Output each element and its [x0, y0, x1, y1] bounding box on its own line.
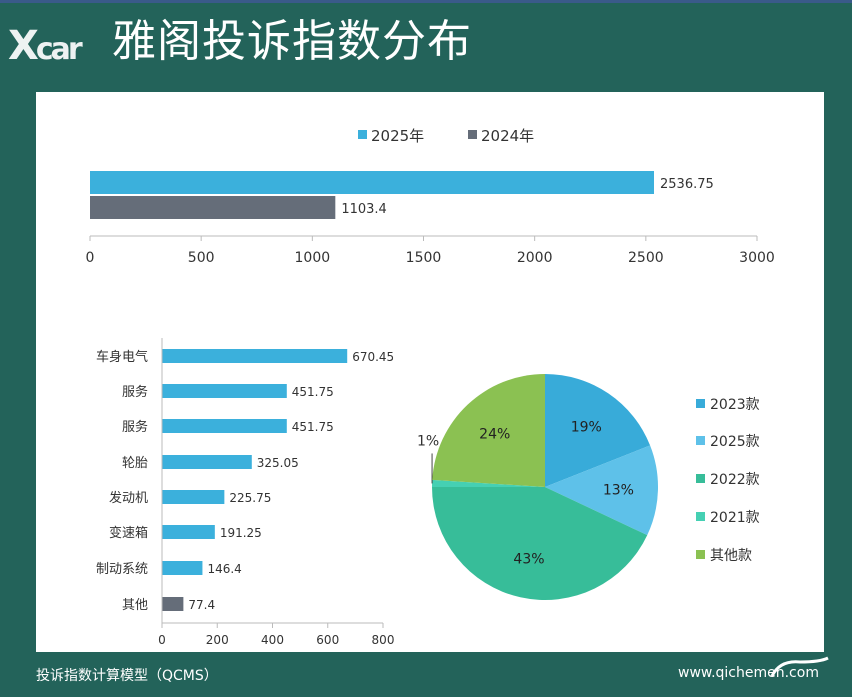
bar: [162, 419, 287, 433]
data-label: 225.75: [229, 491, 271, 505]
tick-label: 3000: [739, 250, 775, 266]
page-title: 雅阁投诉指数分布: [112, 16, 472, 67]
bar: [162, 490, 225, 504]
category-label: 轮胎: [122, 456, 148, 471]
data-label: 146.4: [207, 562, 241, 576]
pie-slice: [432, 479, 545, 487]
pie-label: 19%: [571, 419, 602, 435]
bar: [162, 561, 203, 575]
legend-swatch: [696, 512, 705, 521]
legend-label: 2024年: [481, 127, 534, 145]
bar: [162, 597, 184, 611]
legend-swatch: [696, 474, 705, 483]
category-label: 服务: [122, 419, 148, 435]
legend-label: 2025款: [710, 434, 760, 450]
tick-label: 400: [261, 633, 284, 647]
tick-label: 600: [316, 633, 339, 647]
data-label: 191.25: [220, 526, 262, 540]
category-label: 服务: [122, 384, 148, 400]
tick-label: 200: [206, 633, 229, 647]
legend-label: 2022款: [710, 472, 760, 488]
footer-model-label: 投诉指数计算模型（QCMS）: [36, 668, 218, 684]
tick-label: 2500: [628, 250, 664, 266]
data-label: 2536.75: [660, 177, 714, 192]
chart-panel: 2025年 2024年 2536.75 1103.4 0 500 1000 1500 2000 2…: [36, 92, 824, 652]
tick-label: 1500: [406, 250, 442, 266]
data-label: 451.75: [292, 385, 334, 399]
legend-swatch: [696, 399, 705, 408]
legend-swatch: [358, 130, 367, 139]
legend-label: 2023款: [710, 397, 760, 413]
data-label: 325.05: [257, 456, 299, 470]
category-label: 其他: [122, 598, 148, 613]
bar: [90, 171, 655, 194]
pie-slice: [432, 487, 648, 600]
pie-slice: [545, 445, 659, 536]
tick-label: 800: [372, 633, 395, 647]
watermark-logo: Xcar: [8, 23, 83, 69]
legend-label: 其他款: [710, 548, 752, 564]
tick-label: 0: [158, 633, 166, 647]
category-label: 发动机: [109, 490, 148, 506]
pie-slice: [432, 374, 545, 487]
data-label: 77.4: [188, 598, 215, 612]
car-logo-icon: [770, 656, 829, 677]
pie-slice: [545, 374, 651, 487]
bar: [162, 384, 287, 398]
category-label: 制动系统: [96, 562, 148, 577]
pie-label: 1%: [417, 433, 439, 449]
pie-label: 13%: [603, 482, 634, 498]
legend-label: 2025年: [371, 127, 424, 145]
tick-label: 1000: [295, 250, 331, 266]
tick-label: 2000: [517, 250, 553, 266]
footer-url: www.qichemen.com: [678, 665, 819, 681]
bar: [162, 455, 252, 469]
category-label: 车身电气: [96, 349, 148, 365]
bar: [162, 349, 348, 363]
tick-label: 0: [86, 250, 95, 266]
tick-label: 500: [188, 250, 215, 266]
category-label: 变速箱: [109, 525, 148, 541]
bar: [162, 525, 215, 539]
pie-label: 24%: [479, 426, 510, 442]
top-border: [0, 0, 852, 3]
legend-label: 2021款: [710, 510, 760, 526]
legend-swatch: [696, 550, 705, 559]
bar: [90, 196, 336, 219]
data-label: 1103.4: [341, 202, 387, 217]
legend-swatch: [468, 130, 477, 139]
data-label: 670.45: [352, 350, 394, 364]
data-label: 451.75: [292, 420, 334, 434]
pie-label: 43%: [513, 552, 544, 568]
legend-swatch: [696, 436, 705, 445]
